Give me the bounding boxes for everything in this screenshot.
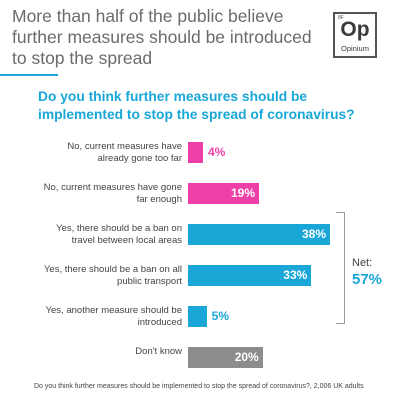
bar (188, 306, 207, 327)
logo-word: Opinium (341, 44, 369, 53)
net-label: Net: (352, 257, 373, 269)
headline: More than half of the public believe fur… (12, 6, 312, 68)
value-label: 5% (211, 309, 230, 323)
category-label: Yes, there should be a ban on travel bet… (56, 223, 182, 246)
net-value: 57% (352, 271, 383, 288)
logo-superscript: 8F (338, 15, 344, 21)
value-label: 4% (207, 145, 226, 159)
bar (188, 347, 263, 368)
category-label: Don't know (135, 346, 182, 357)
value-label: 19% (230, 186, 255, 200)
bar (188, 142, 203, 163)
category-label: Yes, there should be a ban on all public… (43, 264, 182, 287)
category-label: No, current measures have already gone t… (67, 141, 182, 164)
value-label: 38% (301, 227, 326, 241)
bar (188, 265, 312, 286)
value-label: 33% (283, 268, 308, 282)
accent-line (0, 74, 58, 76)
footnote: Do you think further measures should be … (34, 383, 364, 390)
opinium-logo: 8F Op Opinium (333, 12, 377, 58)
category-label: No, current measures have gone far enoug… (43, 182, 182, 205)
chart-question: Do you think further measures should be … (38, 89, 355, 122)
bar (188, 183, 259, 204)
value-label: 20% (234, 350, 259, 364)
bar (188, 224, 330, 245)
logo-letters: Op (340, 18, 370, 41)
category-label: Yes, another measure should be introduce… (45, 305, 182, 328)
net-bracket (336, 212, 345, 324)
